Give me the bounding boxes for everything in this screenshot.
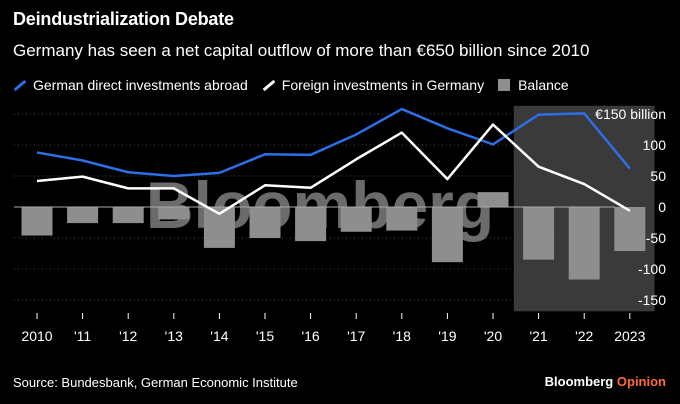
balance-bar	[67, 207, 99, 224]
gray-box-swatch-icon	[498, 79, 511, 91]
x-tick-label: '11	[74, 328, 91, 344]
balance-bar	[386, 207, 418, 231]
balance-bar	[523, 207, 555, 260]
x-tick-label: '20	[484, 328, 502, 344]
balance-bar	[295, 207, 327, 242]
brand-logo: Bloomberg Opinion	[545, 374, 666, 389]
x-tick-label: '22	[575, 328, 593, 344]
direct-investments-abroad-line	[36, 107, 631, 178]
balance-bar	[158, 207, 190, 220]
x-tick-label: '19	[438, 328, 456, 344]
x-tick-label: '13	[165, 328, 183, 344]
y-tick-label: -150	[638, 292, 666, 308]
balance-bar	[477, 192, 509, 207]
legend-item-foreign-investments: Foreign investments in Germany	[262, 77, 484, 93]
legend-label: German direct investments abroad	[33, 77, 248, 93]
y-tick-label: 50	[650, 168, 666, 184]
legend-item-balance: Balance	[498, 77, 569, 93]
legend-item-direct-investments-abroad: German direct investments abroad	[13, 77, 248, 93]
balance-bar	[614, 207, 646, 252]
x-tick-label: '21	[529, 328, 547, 344]
brand-name: Bloomberg	[544, 374, 614, 389]
chart-subtitle: Germany has seen a net capital outflow o…	[13, 41, 590, 60]
x-tick-label: '16	[301, 328, 319, 344]
balance-bar	[249, 207, 281, 238]
legend: German direct investments abroad Foreign…	[13, 77, 583, 93]
y-tick-label: 100	[643, 137, 667, 153]
legend-label: Foreign investments in Germany	[281, 77, 485, 93]
balance-bar	[112, 207, 144, 224]
x-tick-label: '14	[210, 328, 228, 344]
x-tick-label: '15	[256, 328, 274, 344]
x-tick-label: '12	[119, 328, 137, 344]
source-note: Source: Bundesbank, German Economic Inst…	[13, 375, 298, 390]
x-tick-label: 2010	[21, 328, 52, 344]
y-tick-label: -50	[646, 230, 666, 246]
x-tick-label: '18	[393, 328, 411, 344]
brand-suffix: Opinion	[616, 374, 666, 389]
foreign-investments-line	[36, 123, 631, 216]
y-tick-label: €150 billion	[595, 106, 666, 122]
balance-bar	[21, 207, 53, 236]
y-tick-label: 0	[658, 199, 666, 215]
legend-label: Balance	[518, 77, 569, 93]
x-tick-label: 2023	[614, 328, 645, 344]
balance-bar	[568, 207, 600, 280]
chart-title: Deindustrialization Debate	[13, 9, 234, 29]
balance-bar	[340, 207, 372, 232]
balance-bar	[431, 207, 463, 263]
x-tick-label: '17	[347, 328, 365, 344]
y-tick-label: -100	[638, 261, 666, 277]
